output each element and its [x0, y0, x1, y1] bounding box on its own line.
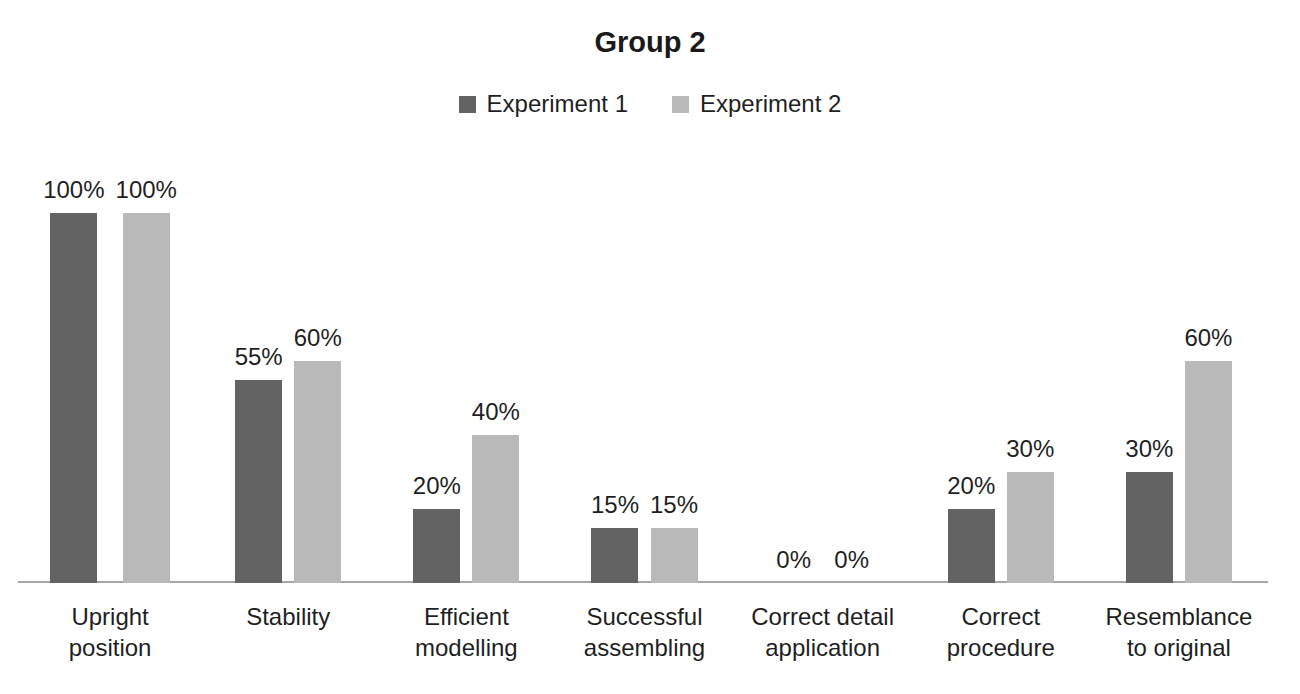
bar: [1007, 472, 1054, 583]
bar-value-label: 100%: [43, 176, 104, 204]
bar-wrap: 15%: [650, 491, 698, 584]
category-label: Efficient modelling: [384, 601, 548, 663]
bar-wrap: 60%: [1184, 324, 1232, 583]
chart-canvas: Group 2 Experiment 1Experiment 2 100%100…: [0, 0, 1300, 694]
bar-value-label: 30%: [1125, 435, 1173, 463]
bar: [591, 528, 638, 584]
legend-swatch-icon: [459, 96, 476, 113]
bar-wrap: 20%: [413, 472, 461, 583]
category-cell: Successful assembling: [555, 601, 733, 663]
bar-wrap: 40%: [472, 398, 520, 583]
bar-value-label: 60%: [294, 324, 342, 352]
bar-wrap: 60%: [294, 324, 342, 583]
bar-group: 100% 100%: [21, 176, 199, 583]
bar: [50, 213, 97, 583]
category-label: Successful assembling: [562, 601, 726, 663]
category-cell: Upright position: [21, 601, 199, 663]
bar: [413, 509, 460, 583]
bar-value-label: 0%: [834, 546, 869, 574]
bar-value-label: 100%: [116, 176, 177, 204]
legend: Experiment 1 Experiment 2: [0, 90, 1300, 118]
bar-wrap: 100%: [43, 176, 104, 583]
bar-group: 20% 30%: [912, 435, 1090, 583]
category-cell: Correct procedure: [912, 601, 1090, 663]
bar: [1185, 361, 1232, 583]
bar: [1126, 472, 1173, 583]
category-cell: Resemblance to original: [1090, 601, 1268, 663]
bar-value-label: 30%: [1006, 435, 1054, 463]
category-cell: Efficient modelling: [377, 601, 555, 663]
bar: [235, 380, 282, 584]
x-axis-labels: Upright position Stability Efficient model…: [21, 601, 1268, 663]
bar-wrap: 0%: [770, 546, 817, 583]
plot-area: 100% 100% 55% 60% 20% 40% 15% 15% 0% 0% 20% 30% 30% 6…: [21, 176, 1268, 583]
chart-title: Group 2: [0, 26, 1300, 59]
bar-value-label: 55%: [235, 343, 283, 371]
category-label: Stability: [246, 601, 330, 663]
bar-value-label: 40%: [472, 398, 520, 426]
bar-group: 30% 60%: [1090, 324, 1268, 583]
bar-group: 0% 0%: [734, 546, 912, 583]
bar-group: 20% 40%: [377, 398, 555, 583]
legend-item: Experiment 1: [459, 90, 628, 118]
bar-wrap: 30%: [1125, 435, 1173, 583]
bar: [294, 361, 341, 583]
category-label: Upright position: [28, 601, 192, 663]
bar-wrap: 0%: [828, 546, 875, 583]
legend-swatch-icon: [672, 96, 689, 113]
bar-wrap: 100%: [116, 176, 177, 583]
bar-wrap: 20%: [947, 472, 995, 583]
legend-item: Experiment 2: [672, 90, 841, 118]
bar: [651, 528, 698, 584]
bar: [472, 435, 519, 583]
bar-value-label: 20%: [413, 472, 461, 500]
category-label: Resemblance to original: [1097, 601, 1261, 663]
category-cell: Correct detail application: [734, 601, 912, 663]
bar-wrap: 55%: [235, 343, 283, 584]
bar-wrap: 15%: [591, 491, 639, 584]
bar-group: 55% 60%: [199, 324, 377, 583]
category-label: Correct detail application: [741, 601, 905, 663]
bar-value-label: 0%: [776, 546, 811, 574]
bar-value-label: 15%: [650, 491, 698, 519]
bar-value-label: 15%: [591, 491, 639, 519]
bar-value-label: 20%: [947, 472, 995, 500]
bar-value-label: 60%: [1184, 324, 1232, 352]
legend-label: Experiment 2: [700, 90, 841, 118]
bar-group: 15% 15%: [555, 491, 733, 584]
category-label: Correct procedure: [919, 601, 1083, 663]
bar-wrap: 30%: [1006, 435, 1054, 583]
bar: [948, 509, 995, 583]
legend-label: Experiment 1: [487, 90, 628, 118]
bar: [123, 213, 170, 583]
category-cell: Stability: [199, 601, 377, 663]
